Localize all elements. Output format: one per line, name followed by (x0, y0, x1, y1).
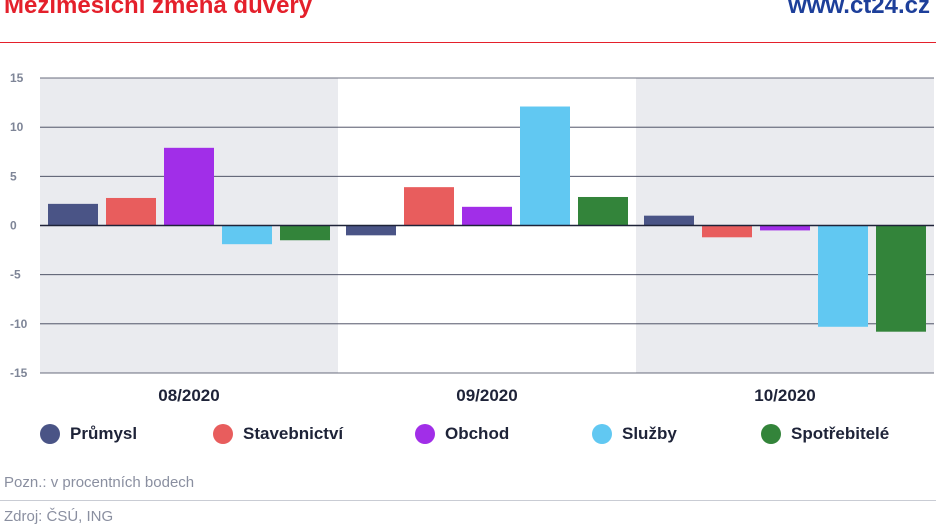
legend-label: Služby (622, 424, 677, 443)
legend-item: Obchod (415, 424, 509, 444)
bar (462, 206, 512, 226)
bar (48, 203, 98, 226)
legend-label: Spotřebitelé (791, 424, 890, 443)
y-tick-label: -5 (10, 268, 21, 282)
legend-item: Průmysl (40, 424, 137, 444)
x-category-label: 10/2020 (754, 386, 815, 405)
bar-chart: 15 10 5 0 -5 -10 -15 08/2020 09/2020 10/2020 (10, 71, 934, 405)
bar (106, 197, 156, 226)
chart-title: Meziměsíční změna důvěry (4, 0, 313, 19)
y-tick-label: -10 (10, 317, 28, 331)
legend-item: Spotřebitelé (761, 424, 889, 444)
chart-legend: Průmysl Stavebnictví Obchod Služby Spotřebit… (40, 424, 920, 448)
legend-swatch (415, 424, 435, 444)
x-category-label: 08/2020 (158, 386, 219, 405)
bar (702, 225, 752, 238)
bar (578, 196, 628, 226)
y-tick-label: -15 (10, 366, 28, 380)
bar (876, 225, 926, 332)
legend-swatch (592, 424, 612, 444)
footer-divider (0, 500, 936, 501)
bar (760, 225, 810, 231)
brand-link[interactable]: www.ct24.cz (788, 0, 930, 19)
chart-note: Pozn.: v procentních bodech (4, 474, 195, 491)
y-tick-label: 15 (10, 71, 24, 85)
bar (164, 147, 214, 226)
bar (404, 187, 454, 226)
legend-label: Stavebnictví (243, 424, 344, 443)
x-category-label: 09/2020 (456, 386, 517, 405)
bar (346, 225, 396, 236)
bar (644, 215, 694, 226)
y-tick-label: 0 (10, 219, 17, 233)
legend-swatch (761, 424, 781, 444)
legend-item: Stavebnictví (213, 424, 343, 444)
legend-swatch (213, 424, 233, 444)
legend-item: Služby (592, 424, 677, 444)
legend-label: Obchod (445, 424, 510, 443)
bar (222, 225, 272, 245)
y-tick-label: 10 (10, 120, 24, 134)
bar (280, 225, 330, 241)
legend-swatch (40, 424, 60, 444)
header-divider (0, 42, 936, 43)
bar (818, 225, 868, 327)
chart-source: Zdroj: ČSÚ, ING (4, 508, 114, 525)
bar (520, 106, 570, 226)
legend-label: Průmysl (70, 424, 138, 443)
y-tick-label: 5 (10, 169, 17, 183)
